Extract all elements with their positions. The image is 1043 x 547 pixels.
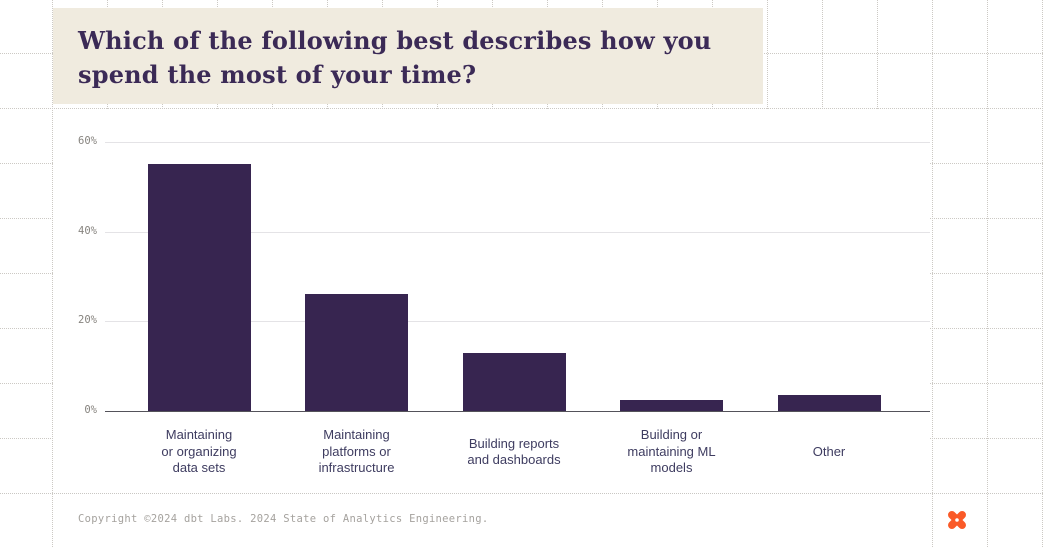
x-axis-category-label: Other	[812, 443, 846, 459]
bar	[147, 164, 251, 411]
chart-card: 0% 20% 40% 60% Maintaining or organizing dat…	[53, 109, 930, 547]
bar-chart: 0% 20% 40% 60% Maintaining or organizing dat…	[53, 109, 930, 547]
footer-divider-line	[0, 493, 1043, 494]
chart-gridline	[105, 231, 930, 233]
bar	[620, 399, 723, 411]
x-axis-category-label: Building reports and dashboards	[467, 435, 561, 468]
copyright-text: Copyright ©2024 dbt Labs. 2024 State of …	[78, 513, 489, 525]
bar	[305, 294, 408, 411]
bar	[462, 352, 566, 411]
grid-hline	[0, 108, 1043, 109]
x-axis-line	[105, 411, 930, 412]
bar	[777, 395, 881, 411]
x-axis-category-label: Building or maintaining ML models	[627, 427, 716, 476]
y-axis-tick-label: 20%	[78, 314, 97, 327]
question-title-block: Which of the following best describes ho…	[53, 8, 763, 104]
chart-gridline	[105, 321, 930, 323]
y-axis-tick-label: 40%	[78, 224, 97, 237]
x-axis-category-label: Maintaining platforms or infrastructure	[318, 427, 395, 476]
y-axis-tick-label: 60%	[78, 135, 97, 147]
dbt-logo-icon[interactable]	[944, 507, 970, 533]
dbt-logo-svg	[948, 511, 966, 529]
y-axis-tick-label: 0%	[84, 404, 97, 416]
chart-gridline	[105, 142, 930, 143]
x-axis-category-label: Maintaining or organizing data sets	[161, 427, 237, 476]
page-title: Which of the following best describes ho…	[78, 26, 712, 89]
